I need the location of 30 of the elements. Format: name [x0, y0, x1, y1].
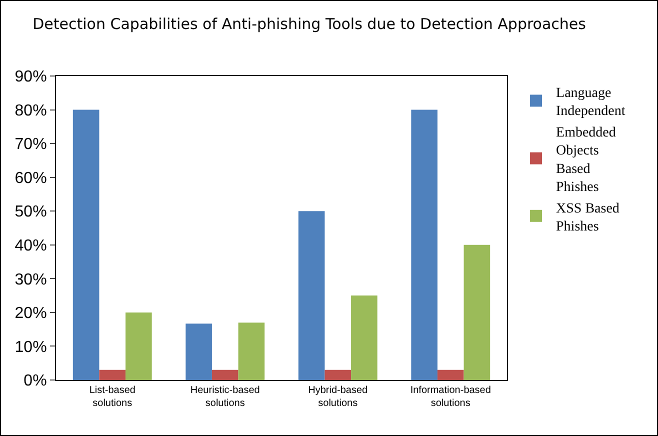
y-tick-label: 20% [14, 305, 47, 322]
y-tick-label: 10% [14, 338, 47, 356]
y-tick-label: 60% [14, 170, 47, 187]
y-tick-label: 30% [14, 271, 47, 288]
y-tick-label: 40% [14, 237, 47, 254]
y-tick-label: 90% [14, 68, 47, 86]
chart-title: Detection Capabilities of Anti-phishing Tools due to Detection Approaches [32, 14, 586, 33]
bar [99, 370, 126, 380]
bar [126, 312, 152, 380]
bar [212, 370, 238, 380]
bar [186, 324, 212, 380]
x-tick-label: List-based solutions [89, 385, 136, 409]
x-tick-label: Hybrid-based solutions [308, 385, 368, 409]
x-tick-label: Heuristic-based solutions [190, 385, 260, 409]
bar [411, 110, 438, 380]
bar [72, 110, 100, 380]
bar [464, 244, 490, 380]
legend-label: Embedded Objects Based Phishes [556, 125, 616, 196]
bar [351, 296, 378, 380]
x-tick-label: Information-based solutions [410, 385, 491, 409]
bar [298, 211, 325, 380]
legend-label: Language Independent [556, 86, 626, 120]
bar [324, 370, 352, 380]
y-tick-label: 80% [14, 102, 47, 120]
legend-label: XSS Based Phishes [556, 201, 620, 234]
y-tick-label: 0% [24, 372, 47, 390]
y-tick-label: 70% [14, 136, 47, 154]
y-tick-label: 50% [14, 204, 47, 221]
bar [437, 370, 464, 380]
bar [238, 322, 265, 380]
